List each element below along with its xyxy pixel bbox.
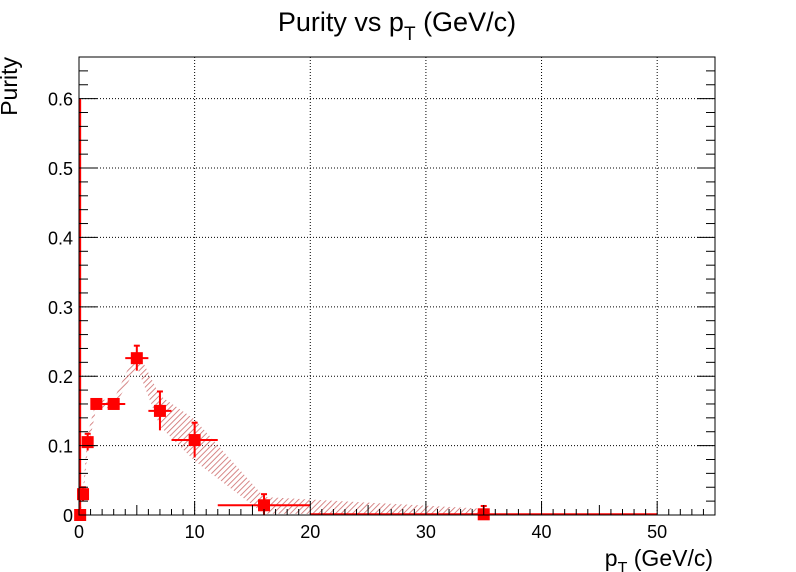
x-tick-label: 30 xyxy=(416,522,436,542)
x-tick-label: 50 xyxy=(647,522,667,542)
data-point xyxy=(77,488,90,501)
x-tick-labels: 0 10 20 30 40 50 xyxy=(74,522,667,542)
y-tick-label: 0.3 xyxy=(48,298,73,318)
chart-title: Purity vs pT (GeV/c) xyxy=(278,7,516,45)
data-point xyxy=(130,352,143,365)
data-point xyxy=(81,436,94,449)
data-point xyxy=(153,404,166,417)
data-markers xyxy=(74,352,490,521)
x-axis-label: pT (GeV/c) xyxy=(605,545,713,572)
systematic-band-area xyxy=(80,349,484,515)
data-point xyxy=(90,397,103,410)
x-tick-label: 0 xyxy=(74,522,84,542)
y-tick-label: 0 xyxy=(63,506,73,526)
systematic-band xyxy=(80,349,484,515)
data-point xyxy=(107,397,120,410)
data-point xyxy=(258,499,271,512)
y-tick-labels: 0 0.1 0.2 0.3 0.4 0.5 0.6 xyxy=(48,90,73,526)
x-tick-label: 20 xyxy=(300,522,320,542)
grid xyxy=(79,57,715,515)
plot-frame xyxy=(78,56,716,516)
y-tick-label: 0.5 xyxy=(48,159,73,179)
y-axis-label: Purity xyxy=(0,57,22,116)
data-point xyxy=(188,434,201,447)
x-tick-label: 10 xyxy=(185,522,205,542)
y-tick-label: 0.2 xyxy=(48,367,73,387)
y-tick-label: 0.6 xyxy=(48,90,73,110)
y-tick-label: 0.4 xyxy=(48,228,73,248)
axis-ticks xyxy=(78,56,716,516)
y-tick-label: 0.1 xyxy=(48,437,73,457)
error-bars xyxy=(79,98,658,516)
x-tick-label: 40 xyxy=(532,522,552,542)
